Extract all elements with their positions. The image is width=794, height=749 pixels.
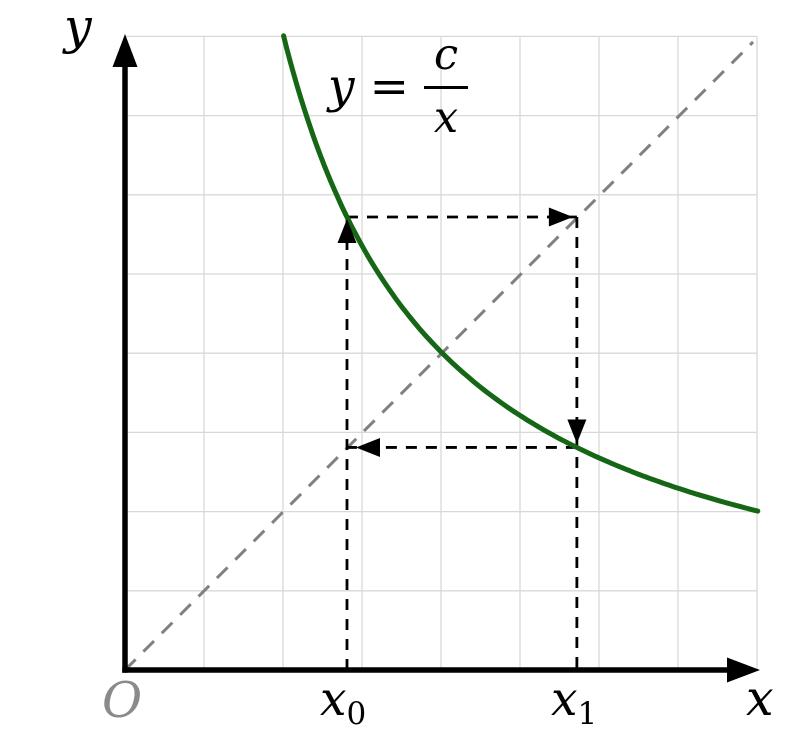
hyperbola-curve — [281, 33, 761, 514]
arrowhead-down — [567, 419, 587, 444]
arrowhead-up — [337, 218, 357, 243]
arrowhead-left — [355, 437, 380, 457]
equation-numerator: c — [423, 30, 469, 89]
curve-equation: y = c x — [328, 30, 469, 143]
identity-line — [123, 40, 755, 672]
origin-label: O — [102, 672, 143, 729]
equation-lhs: y — [328, 59, 355, 114]
cobweb-dashed-lines — [345, 215, 579, 670]
x-axis-arrowhead-icon — [727, 657, 760, 683]
equation-fraction: c x — [423, 30, 469, 143]
y-axis-arrowhead-icon — [112, 34, 138, 67]
cobweb-arrowheads — [337, 207, 587, 457]
x0-subscript: 0 — [346, 696, 367, 732]
x1-base: x — [551, 672, 578, 727]
equation-equals-sign: = — [369, 59, 409, 114]
axes — [122, 64, 733, 673]
x0-base: x — [320, 672, 347, 727]
x-axis-label: x — [746, 670, 774, 727]
equation-denominator: x — [433, 93, 459, 143]
x0-tick-label: x0 — [320, 676, 366, 730]
y-axis-label: y — [64, 0, 92, 55]
grid-lines — [125, 35, 758, 670]
x1-subscript: 1 — [577, 696, 598, 732]
arrowhead-right — [548, 207, 573, 227]
x1-tick-label: x1 — [551, 676, 597, 730]
